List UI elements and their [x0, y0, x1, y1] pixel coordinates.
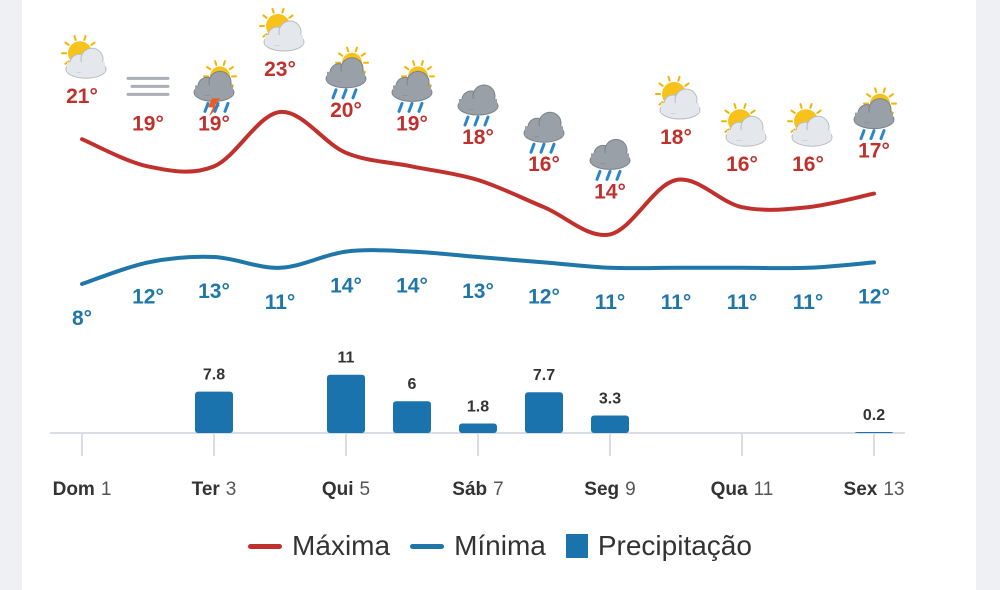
precip-bar: [525, 392, 563, 433]
precip-label: 0.2: [863, 407, 885, 424]
x-axis-label: Dom 1: [53, 479, 112, 500]
min-temp-label: 12°: [528, 285, 560, 308]
max-temp-label: 17°: [858, 140, 890, 163]
rain-cloud-icon: [523, 111, 565, 154]
precip-label: 3.3: [599, 391, 621, 408]
max-temp-label: 16°: [528, 153, 560, 176]
min-temp-label: 11°: [595, 291, 626, 314]
x-axis-label: Sex 13: [844, 479, 905, 500]
max-temp-label: 18°: [660, 126, 692, 149]
rain-cloud-icon: [589, 138, 631, 181]
max-temp-label: 23°: [264, 58, 296, 81]
partly-sunny-icon: [787, 103, 833, 147]
min-temp-label: 11°: [793, 291, 824, 314]
min-temp-label: 14°: [330, 275, 362, 298]
legend-item-min: Mínima: [410, 530, 546, 562]
partly-sunny-icon: [61, 35, 107, 79]
legend-item-precip: Precipitação: [565, 530, 752, 562]
max-temp-label: 14°: [594, 180, 626, 203]
x-axis-label: Sáb 7: [452, 479, 503, 500]
max-temp-label: 19°: [396, 112, 428, 135]
min-temp-label: 11°: [727, 291, 758, 314]
precip-label: 11: [338, 350, 355, 367]
precip-label: 7.7: [533, 367, 555, 384]
rain-cloud-icon: [457, 84, 499, 127]
precip-bar: [393, 401, 431, 433]
min-temp-label: 12°: [132, 285, 164, 308]
min-temp-label: 14°: [396, 275, 428, 298]
precip-label: 6: [408, 376, 417, 393]
precip-label: 1.8: [467, 398, 489, 415]
min-temp-label: 11°: [661, 291, 692, 314]
min-temp-label: 8°: [72, 307, 92, 330]
partly-sunny-icon: [655, 75, 701, 120]
max-temp-label: 16°: [792, 153, 824, 176]
max-temp-label: 19°: [198, 112, 230, 135]
max-temp-label: 19°: [132, 112, 164, 135]
max-temp-label: 20°: [330, 99, 362, 122]
legend-label-precip: Precipitação: [597, 530, 752, 561]
weather-chart: 7.8 11 6 1.8 7.7 3.3 0.2 21° 19° 19° 23° 20° 19° 18° 1…: [50, 7, 905, 500]
rain-sun-icon: [391, 60, 435, 113]
rain-sun-icon: [853, 87, 897, 141]
precip-bar: [327, 374, 365, 433]
max-temp-label: 18°: [462, 126, 494, 149]
thunderstorm-sun-icon: [193, 60, 237, 117]
fog-icon: [126, 76, 170, 96]
legend-item-max: Máxima: [248, 530, 390, 562]
legend-label-min: Mínima: [454, 530, 546, 561]
min-temp-label: 13°: [462, 280, 494, 303]
x-axis-label: Qui 5: [322, 479, 370, 500]
legend-label-max: Máxima: [292, 530, 391, 561]
partly-sunny-icon: [259, 7, 305, 52]
max-temp-label: 16°: [726, 153, 758, 176]
chart-card: [22, 0, 976, 590]
series-line-min: [80, 248, 876, 286]
rain-sun-icon: [325, 46, 369, 100]
legend-swatch-min: [410, 543, 445, 549]
legend-swatch-precip: [565, 534, 588, 558]
precip-bar: [855, 431, 893, 433]
min-temp-label: 12°: [858, 285, 890, 308]
max-temp-label: 21°: [66, 85, 98, 108]
precip-bar: [195, 391, 233, 433]
min-temp-label: 11°: [265, 291, 296, 314]
legend-swatch-max: [248, 543, 283, 549]
x-axis-label: Qua 11: [711, 479, 774, 500]
legend: Máxima Mínima Precipitação: [0, 530, 1000, 562]
min-temp-label: 13°: [198, 280, 230, 303]
precip-bar: [591, 415, 629, 433]
x-axis-label: Seg 9: [584, 479, 635, 500]
x-axis-label: Ter 3: [192, 479, 237, 500]
precip-bar: [459, 423, 497, 433]
partly-sunny-icon: [721, 103, 767, 147]
series-line-max: [80, 109, 876, 237]
precip-label: 7.8: [203, 367, 225, 384]
